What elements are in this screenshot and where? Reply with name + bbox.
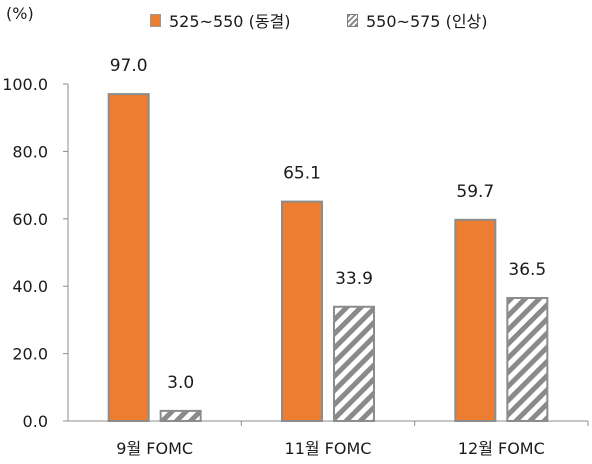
legend-label-hike: 550~575 (인상): [366, 12, 488, 31]
legend-swatch-hike: [347, 13, 358, 27]
data-label: 36.5: [508, 260, 546, 280]
y-tick-label: 60.0: [12, 210, 48, 229]
data-label: 33.9: [335, 269, 373, 289]
data-label: 59.7: [456, 182, 494, 202]
data-label: 65.1: [283, 164, 321, 184]
data-label: 3.0: [167, 373, 194, 393]
y-tick-label: 0.0: [23, 412, 48, 431]
bar-freeze: [454, 218, 497, 422]
legend-label-freeze: 525~550 (동결): [169, 12, 291, 31]
x-category-label: 11월 FOMC: [285, 439, 372, 458]
bar-hike: [159, 409, 202, 423]
bar-freeze: [107, 93, 150, 423]
data-label: 97.0: [110, 56, 148, 76]
y-tick-label: 20.0: [12, 345, 48, 364]
y-tick-label: 100.0: [2, 75, 48, 94]
bar-hike: [506, 296, 549, 422]
x-category-label: 9월 FOMC: [116, 439, 193, 458]
legend-item-freeze: 525~550 (동결): [150, 8, 291, 32]
legend: 525~550 (동결) 550~575 (인상): [0, 8, 592, 32]
bar-hike: [333, 305, 375, 422]
y-tick-label: 40.0: [12, 277, 48, 296]
legend-swatch-freeze: [150, 13, 161, 27]
x-category-label: 12월 FOMC: [458, 439, 545, 458]
bar-freeze: [281, 200, 323, 422]
y-axis-unit-label: (%): [6, 4, 34, 23]
y-tick-label: 80.0: [12, 142, 48, 161]
legend-item-hike: 550~575 (인상): [347, 8, 488, 32]
